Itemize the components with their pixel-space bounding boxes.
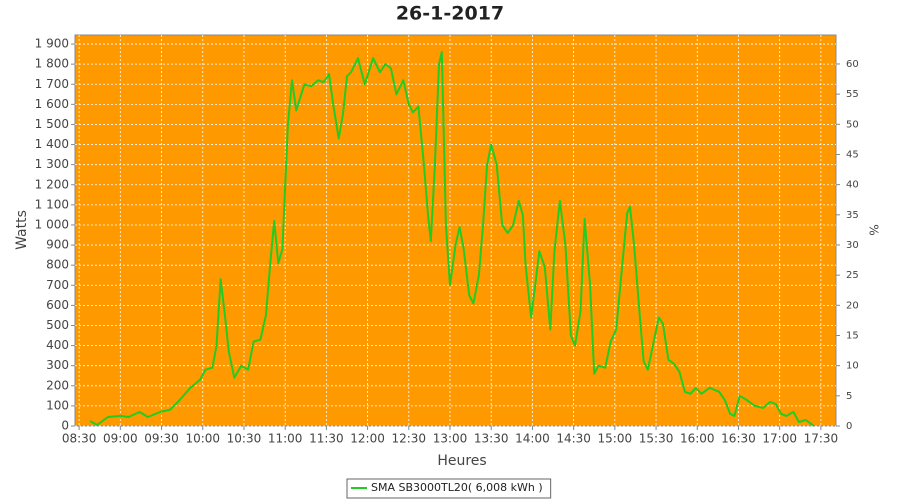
y2-tick-label: 60	[846, 59, 859, 70]
y-tick-label: 0	[61, 419, 69, 433]
y-tick-label: 300	[46, 358, 69, 372]
x-tick-label: 16:00	[680, 432, 715, 446]
y-tick-label: 500	[46, 318, 69, 332]
y2-tick-label: 5	[846, 391, 852, 402]
x-tick-label: 17:30	[804, 432, 839, 446]
y2-tick-label: 40	[846, 180, 859, 191]
y-tick-label: 800	[46, 258, 69, 272]
y2-tick-label: 20	[846, 300, 859, 311]
y-tick-label: 1 600	[35, 97, 69, 111]
y2-tick-label: 0	[846, 421, 852, 432]
x-tick-label: 12:30	[391, 432, 426, 446]
y2-tick-label: 25	[846, 270, 859, 281]
y-tick-label: 1 900	[35, 37, 69, 51]
legend-box	[346, 478, 552, 499]
x-tick-label: 13:00	[433, 432, 468, 446]
y2-tick-label: 30	[846, 240, 859, 251]
y2-tick-label: 10	[846, 361, 859, 372]
y2-tick-label: 50	[846, 119, 859, 130]
plot-area	[74, 34, 837, 427]
x-tick-label: 09:00	[103, 432, 138, 446]
x-tick-label: 10:00	[185, 432, 220, 446]
x-tick-label: 15:00	[598, 432, 633, 446]
x-tick-label: 12:00	[350, 432, 385, 446]
x-tick-label: 13:30	[474, 432, 509, 446]
y-tick-label: 1 500	[35, 117, 69, 131]
y-axis-label: Watts	[14, 210, 30, 250]
y2-tick-label: 15	[846, 330, 859, 341]
data-line	[89, 51, 815, 427]
legend: SMA SB3000TL20( 6,008 kWh )	[346, 478, 552, 499]
y-tick-label: 1 300	[35, 157, 69, 171]
x-tick-label: 14:30	[556, 432, 591, 446]
x-tick-label: 11:00	[268, 432, 303, 446]
y-tick-label: 1 200	[35, 177, 69, 191]
x-tick-label: 15:30	[639, 432, 674, 446]
y-tick-label: 400	[46, 338, 69, 352]
x-tick-label: 08:30	[62, 432, 97, 446]
x-tick-label: 16:30	[721, 432, 756, 446]
y2-tick-label: 45	[846, 149, 859, 160]
x-tick-label: 11:30	[309, 432, 344, 446]
y-tick-label: 200	[46, 378, 69, 392]
y-tick-label: 900	[46, 238, 69, 252]
chart-title: 26-1-2017	[396, 3, 504, 25]
y-tick-label: 1 100	[35, 197, 69, 211]
y2-axis-label: %	[867, 224, 881, 235]
y2-tick-label: 55	[846, 89, 859, 100]
legend-label: SMA SB3000TL20( 6,008 kWh )	[371, 481, 543, 494]
x-tick-label: 09:30	[144, 432, 179, 446]
y-tick-label: 600	[46, 298, 69, 312]
y-tick-label: 100	[46, 398, 69, 412]
x-tick-label: 14:00	[515, 432, 550, 446]
y-tick-label: 700	[46, 278, 69, 292]
x-tick-label: 10:30	[227, 432, 262, 446]
y-tick-label: 1 000	[35, 217, 69, 231]
x-axis-label: Heures	[437, 453, 486, 469]
y-tick-label: 1 700	[35, 77, 69, 91]
y2-tick-label: 35	[846, 210, 859, 221]
y-tick-label: 1 400	[35, 137, 69, 151]
x-tick-label: 17:00	[762, 432, 797, 446]
y-tick-label: 1 800	[35, 57, 69, 71]
